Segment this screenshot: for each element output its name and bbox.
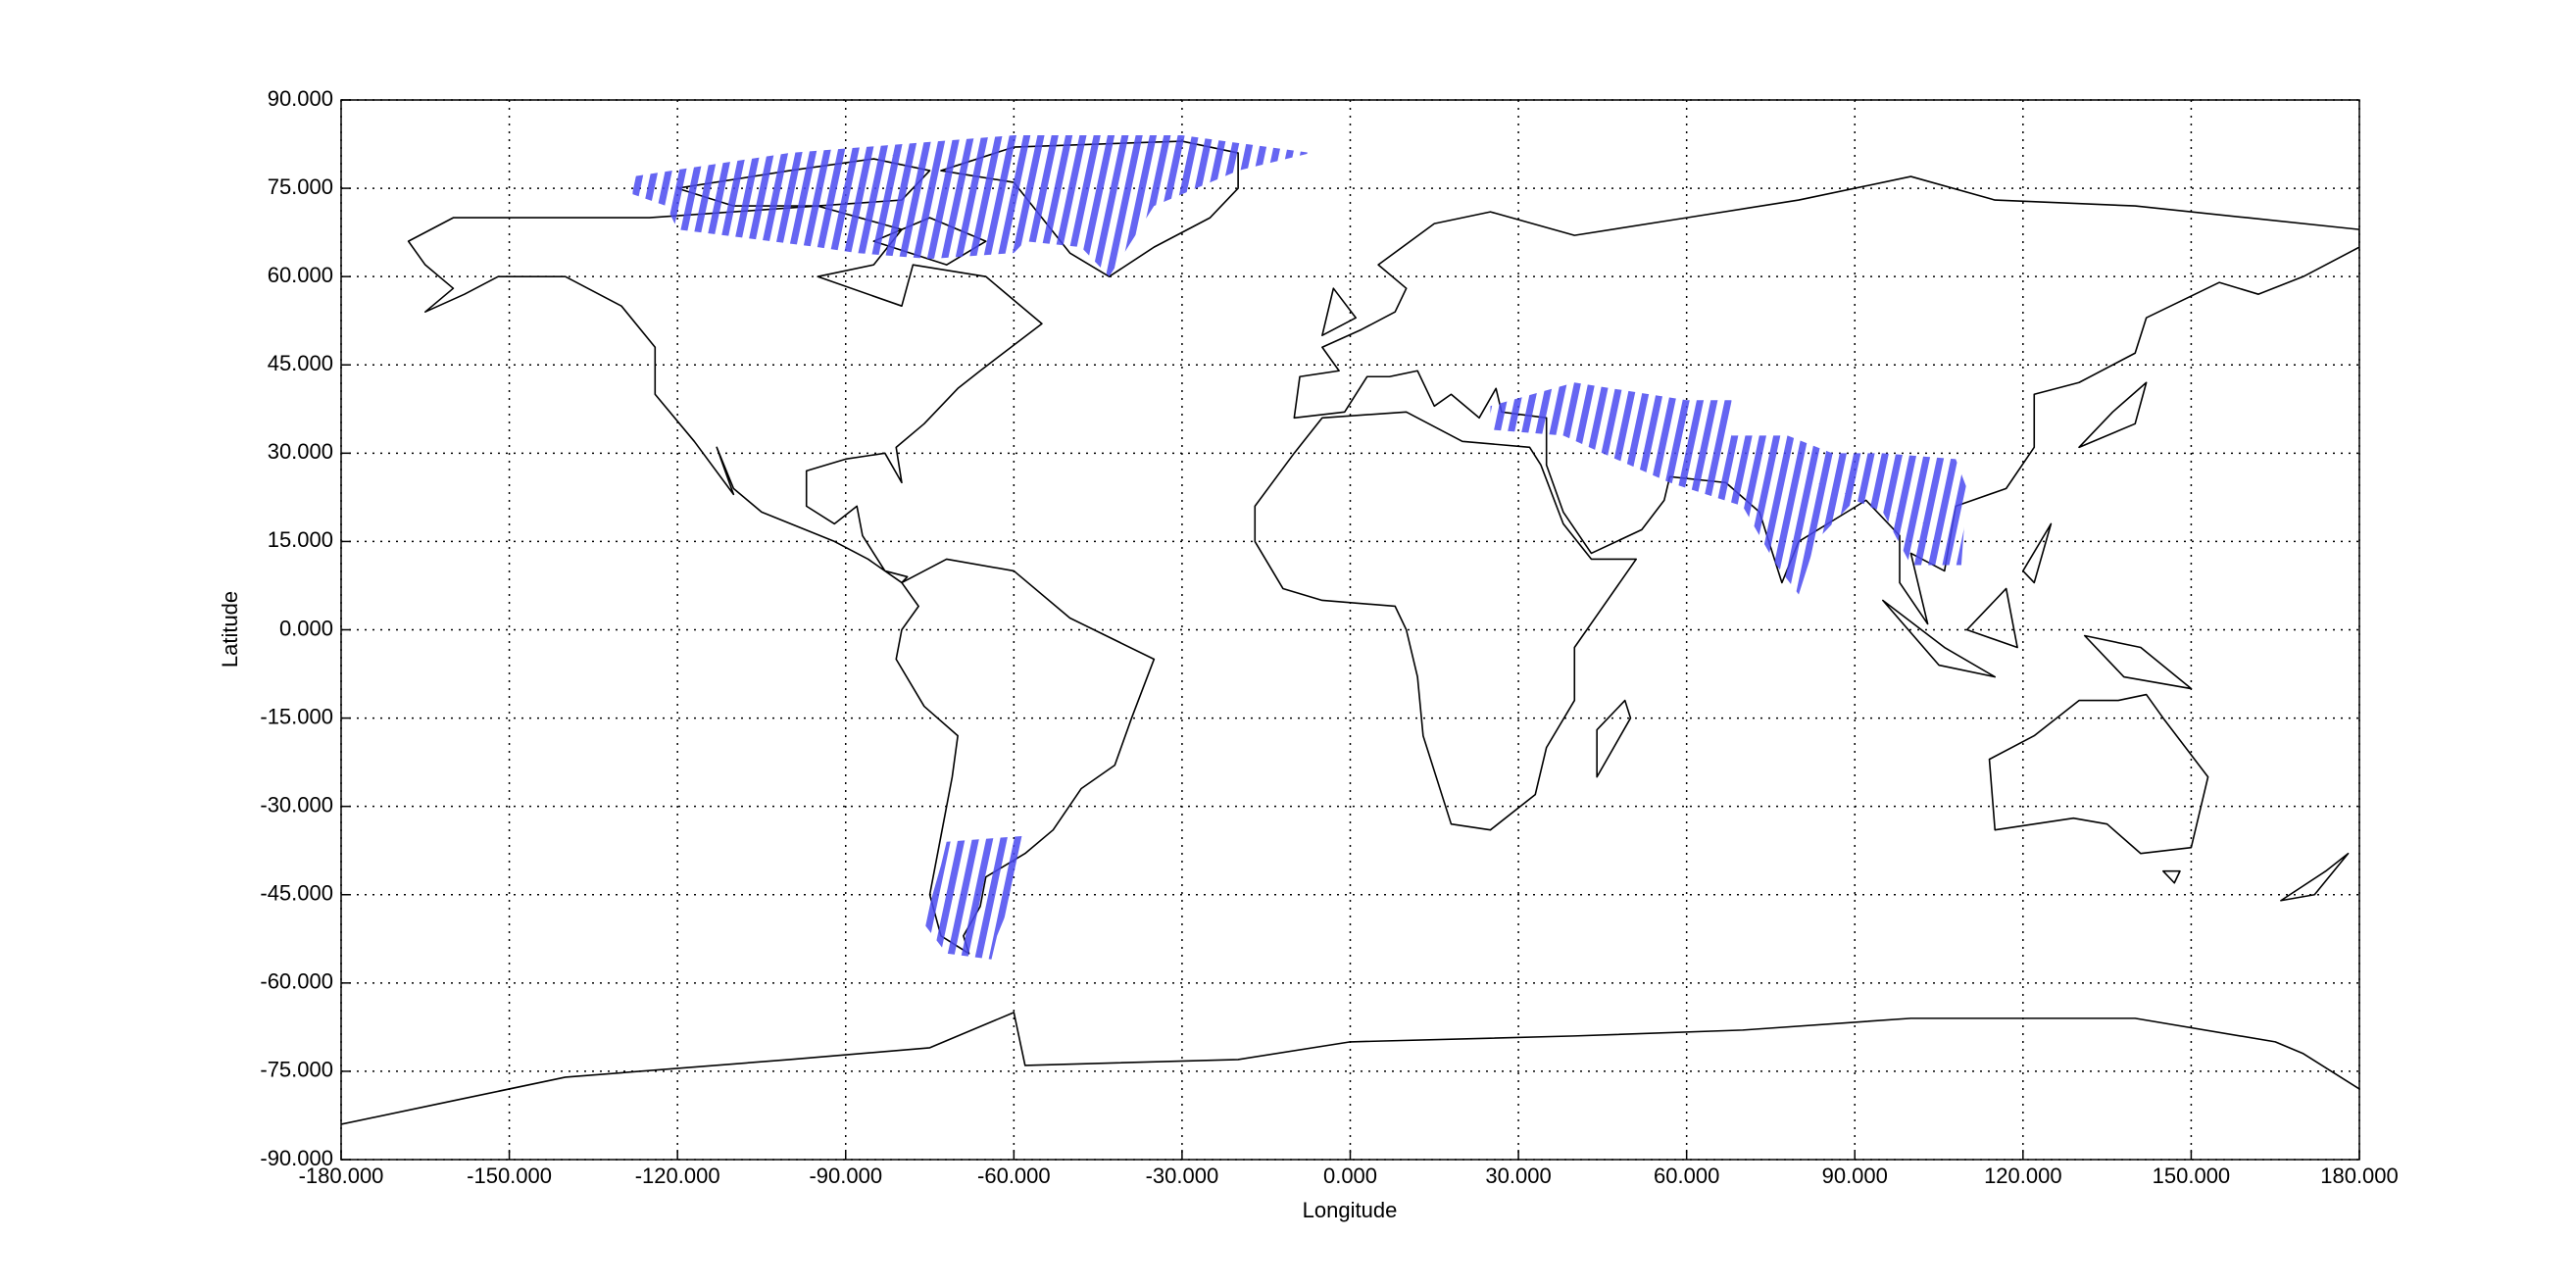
swath-region	[632, 135, 1312, 277]
x-tick-label: 150.000	[2153, 1164, 2231, 1188]
x-tick-label: 90.000	[1822, 1164, 1888, 1188]
y-tick-label: -45.000	[260, 881, 333, 906]
y-tick-label: -75.000	[260, 1058, 333, 1082]
x-tick-label: 180.000	[2320, 1164, 2399, 1188]
data-layer	[632, 135, 1967, 960]
x-tick-label: -180.000	[299, 1164, 384, 1188]
x-tick-label: -150.000	[467, 1164, 552, 1188]
y-tick-label: 90.000	[268, 86, 333, 111]
x-tick-label: -120.000	[635, 1164, 720, 1188]
australia	[1990, 695, 2208, 883]
north-america	[409, 206, 1042, 582]
africa	[1255, 412, 1636, 829]
y-tick-label: -90.000	[260, 1146, 333, 1170]
y-tick-label: 75.000	[268, 174, 333, 199]
label-layer: -180.000 -150.000 -120.000 -90.000 -60.000 -3…	[260, 86, 2398, 1188]
swath-region	[923, 835, 1025, 960]
y-tick-label: 45.000	[268, 351, 333, 375]
x-tick-label: 120.000	[1984, 1164, 2062, 1188]
y-axis-label: Latitude	[218, 591, 242, 668]
y-tick-label: -15.000	[260, 704, 333, 728]
x-tick-label: 0.000	[1323, 1164, 1377, 1188]
y-tick-label: 15.000	[268, 527, 333, 552]
coastlines	[341, 141, 2359, 1124]
antarctica	[341, 1013, 2359, 1124]
y-tick-label: 60.000	[268, 263, 333, 287]
y-tick-label: 30.000	[268, 439, 333, 464]
x-tick-label: -60.000	[977, 1164, 1051, 1188]
x-tick-label: 30.000	[1485, 1164, 1551, 1188]
x-tick-label: 60.000	[1654, 1164, 1719, 1188]
y-tick-label: -30.000	[260, 792, 333, 817]
y-tick-label: 0.000	[279, 616, 333, 640]
x-tick-label: -30.000	[1146, 1164, 1219, 1188]
x-tick-label: -90.000	[809, 1164, 882, 1188]
islands	[1883, 523, 2349, 900]
x-axis-label: Longitude	[1303, 1198, 1398, 1222]
swath-region	[1490, 382, 1967, 595]
y-tick-label: -60.000	[260, 969, 333, 994]
